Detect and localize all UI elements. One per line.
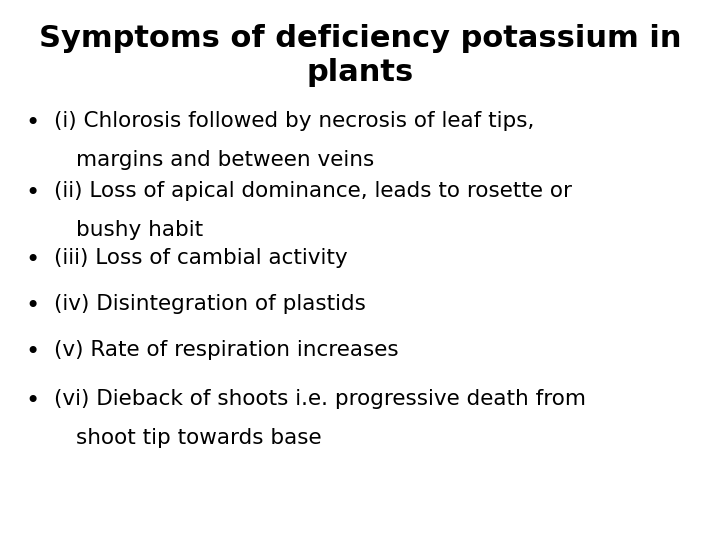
Text: shoot tip towards base: shoot tip towards base [76, 428, 321, 448]
Text: (ii) Loss of apical dominance, leads to rosette or: (ii) Loss of apical dominance, leads to … [54, 181, 572, 201]
Text: margins and between veins: margins and between veins [76, 150, 374, 170]
Text: •: • [25, 181, 40, 205]
Text: (iv) Disintegration of plastids: (iv) Disintegration of plastids [54, 294, 366, 314]
Text: •: • [25, 340, 40, 364]
Text: (v) Rate of respiration increases: (v) Rate of respiration increases [54, 340, 399, 360]
Text: (vi) Dieback of shoots i.e. progressive death from: (vi) Dieback of shoots i.e. progressive … [54, 389, 586, 409]
Text: bushy habit: bushy habit [76, 220, 203, 240]
Text: Symptoms of deficiency potassium in
plants: Symptoms of deficiency potassium in plan… [39, 24, 681, 87]
Text: •: • [25, 248, 40, 272]
Text: (iii) Loss of cambial activity: (iii) Loss of cambial activity [54, 248, 348, 268]
Text: •: • [25, 389, 40, 413]
Text: (i) Chlorosis followed by necrosis of leaf tips,: (i) Chlorosis followed by necrosis of le… [54, 111, 534, 131]
Text: •: • [25, 294, 40, 318]
Text: •: • [25, 111, 40, 134]
